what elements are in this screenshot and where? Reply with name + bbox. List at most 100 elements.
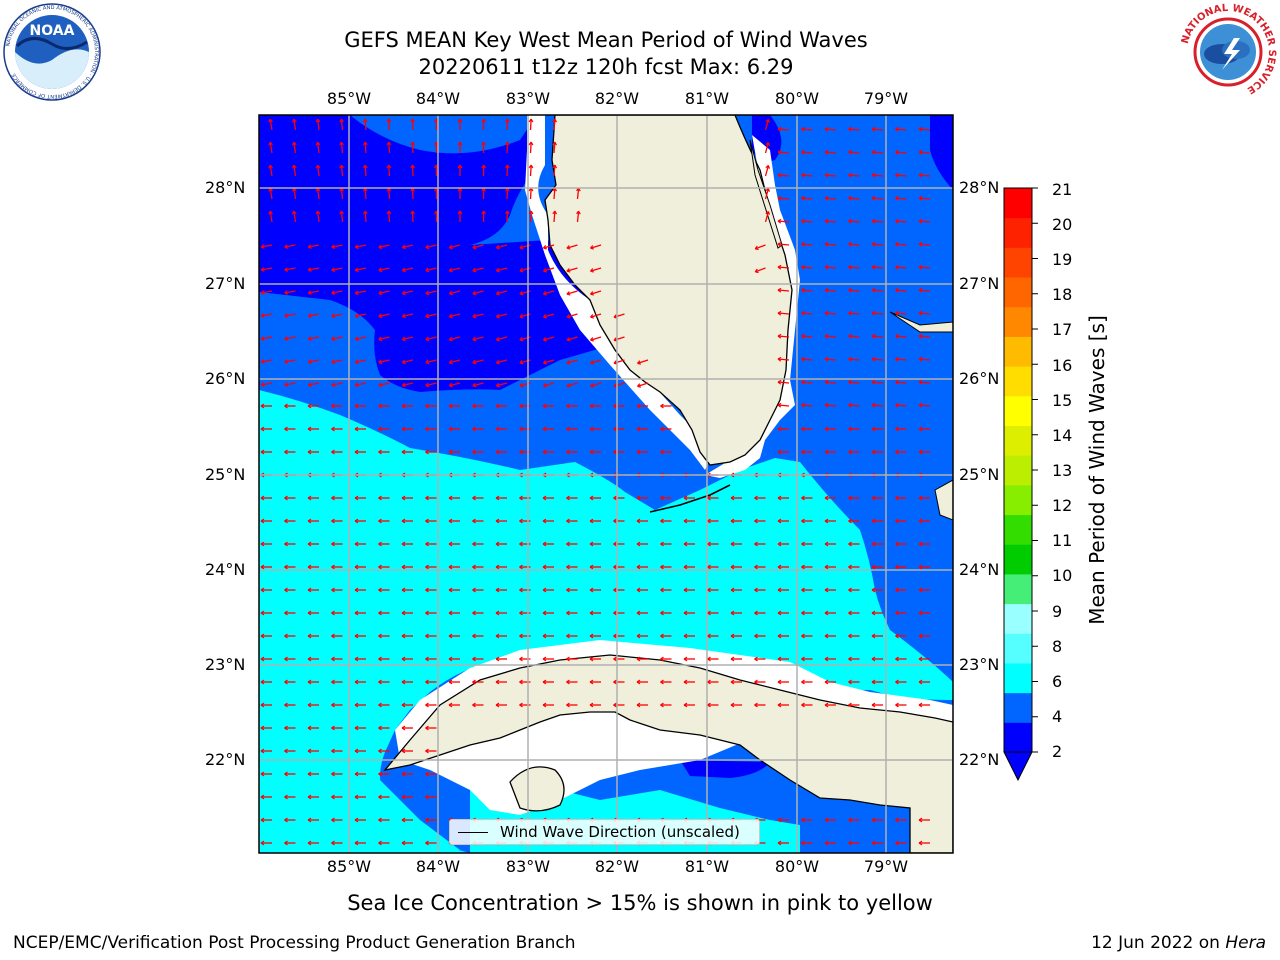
wind-wave-arrowhead [848, 633, 852, 639]
wind-wave-arrowhead [331, 336, 336, 342]
wind-wave-arrowhead [871, 633, 876, 639]
wind-wave-arrowhead [495, 518, 500, 524]
graticule [259, 115, 953, 853]
wind-wave-arrowhead [362, 141, 368, 146]
wind-wave-arrowhead [519, 679, 523, 685]
wind-wave-arrowhead [730, 541, 735, 547]
wind-wave-arrowhead [260, 794, 265, 800]
wind-wave-arrow [378, 359, 390, 364]
wind-wave-arrowhead [542, 426, 547, 432]
wind-wave-arrowhead [566, 360, 571, 365]
wind-wave-arrowhead [331, 840, 335, 846]
wind-wave-arrow [764, 119, 770, 131]
wind-wave-arrowhead [457, 118, 463, 123]
colorbar-segment [1004, 366, 1032, 397]
wind-wave-arrowhead [425, 290, 430, 296]
wind-wave-arrowhead [378, 817, 382, 823]
wind-wave-arrow [918, 289, 931, 292]
colorbar-segment [1004, 247, 1032, 278]
wind-wave-arrowhead [824, 518, 829, 524]
wind-wave-arrowhead [895, 126, 899, 132]
wind-wave-arrowhead [824, 587, 829, 593]
chart-title: GEFS MEAN Key West Mean Period of Wind W… [344, 28, 868, 52]
wind-wave-arrowhead [354, 748, 359, 754]
wind-wave-arrowhead [777, 702, 782, 708]
wind-wave-arrow [848, 151, 860, 154]
wind-wave-arrowhead [824, 333, 829, 339]
wind-wave-arrow [918, 151, 931, 154]
wind-wave-arrowhead [895, 840, 899, 846]
florida-land [544, 115, 793, 466]
wind-wave-arrowhead [636, 449, 641, 455]
wind-wave-arrow [777, 151, 790, 154]
wind-wave-arrowhead [425, 518, 429, 524]
wind-wave-arrowhead [331, 771, 335, 777]
wind-wave-arrow [918, 312, 931, 315]
wind-wave-arrowhead [566, 403, 570, 409]
wind-wave-arrowhead [660, 587, 664, 593]
wind-wave-arrowhead [895, 195, 899, 201]
wind-wave-arrowhead [331, 290, 336, 296]
wind-wave-arrow [824, 197, 837, 200]
wind-wave-arrowhead [260, 336, 265, 341]
wind-wave-arrowhead [378, 290, 383, 296]
wind-wave-arrow [777, 243, 790, 246]
wind-wave-arrowhead [472, 382, 477, 388]
wind-wave-arrowhead [331, 702, 335, 708]
wind-wave-arrow [590, 244, 602, 249]
wind-wave-arrow [543, 267, 555, 272]
wind-wave-arrow [764, 211, 770, 223]
period-lt-2-cuba [680, 760, 770, 778]
wind-wave-arrowhead [378, 702, 382, 708]
wind-wave-arrow [316, 188, 320, 200]
wind-wave-arrowhead [260, 771, 265, 777]
wind-wave-arrowhead [589, 633, 594, 639]
wind-wave-arrowhead [284, 290, 289, 295]
wind-wave-arrowhead [895, 610, 899, 616]
wind-wave-arrowhead [918, 495, 923, 501]
colorbar-tick-label: 12 [1052, 496, 1073, 515]
wind-wave-arrowhead [871, 264, 876, 270]
wind-wave-arrow [364, 141, 367, 154]
wind-wave-arrowhead [354, 794, 359, 800]
wind-wave-arrowhead [683, 702, 688, 708]
wind-wave-arrowhead [331, 244, 336, 250]
wind-wave-arrowhead [425, 679, 429, 685]
wind-wave-arrowhead [448, 359, 453, 365]
wind-wave-arrowhead [448, 426, 453, 432]
wind-wave-arrowhead [284, 771, 288, 777]
wind-wave-arrowhead [754, 541, 758, 547]
wind-wave-arrowhead [284, 633, 288, 639]
wind-wave-arrowhead [425, 403, 429, 409]
wind-wave-arrowhead [848, 264, 852, 270]
wind-wave-arrow [472, 313, 484, 318]
wind-wave-arrowhead [542, 403, 547, 409]
lat-label-right: 24°N [959, 560, 1000, 579]
wind-wave-arrowhead [824, 149, 829, 155]
wind-wave-arrowhead [613, 587, 617, 593]
wind-wave-arrowhead [448, 518, 453, 524]
wind-wave-arrow [824, 335, 837, 338]
wind-wave-arrowhead [331, 449, 335, 455]
wind-wave-arrow [777, 220, 790, 223]
wind-wave-arrowhead [425, 426, 429, 432]
wind-wave-arrowhead [660, 449, 664, 455]
wind-wave-arrowhead [566, 702, 570, 708]
wind-wave-arrow [590, 313, 602, 318]
wind-wave-arrow [848, 404, 860, 407]
wind-wave-arrow [871, 174, 884, 177]
wind-wave-arrowhead [765, 118, 770, 123]
wind-wave-arrowhead [519, 403, 523, 409]
wind-wave-arrowhead [895, 218, 899, 224]
wind-wave-arrow [284, 267, 296, 271]
wind-wave-arrowhead [871, 679, 876, 685]
wind-wave-arrow [269, 141, 273, 154]
wind-wave-arrowhead [824, 218, 829, 224]
wind-wave-arrowhead [495, 702, 500, 708]
wind-wave-arrowhead [636, 564, 641, 570]
wind-wave-arrowhead [542, 656, 547, 662]
wind-wave-arrowhead [354, 403, 359, 409]
wind-wave-arrowhead [331, 610, 335, 616]
wind-wave-arrowhead [848, 149, 852, 155]
wind-wave-arrowhead [307, 771, 312, 777]
